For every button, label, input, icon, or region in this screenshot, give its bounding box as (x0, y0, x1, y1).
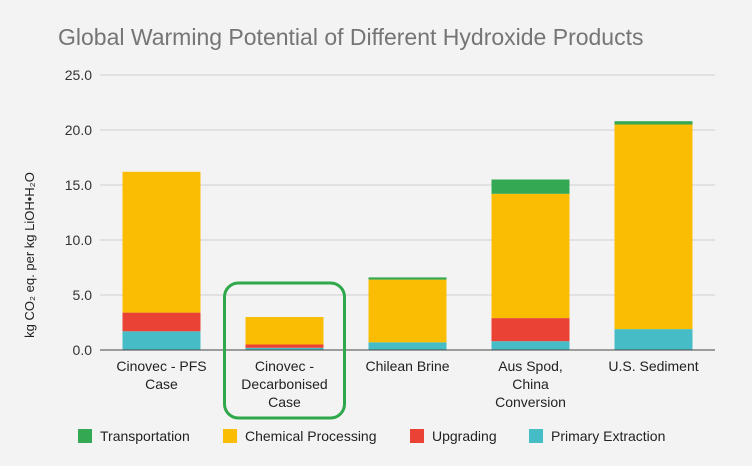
legend-swatch (223, 429, 237, 443)
bar-segment (368, 279, 447, 343)
chart-title: Global Warming Potential of Different Hy… (58, 24, 644, 50)
bar-segment (614, 124, 693, 330)
legend-label: Chemical Processing (245, 428, 377, 444)
x-axis-ticks: Cinovec - PFS Case Cinovec - Decarbonised Ca… (116, 358, 698, 410)
bar-segment (368, 342, 447, 350)
bar-segment (122, 331, 201, 350)
legend-label: Transportation (100, 428, 190, 444)
y-axis-label: kg CO₂ eq. per kg LiOH•H₂O (22, 172, 37, 338)
x-tick-label: Case (145, 376, 178, 392)
bar-segment (245, 344, 324, 348)
x-tick-label: U.S. Sediment (608, 358, 698, 374)
gridlines (100, 74, 715, 296)
legend: Transportation Chemical Processing Upgradi… (78, 428, 665, 444)
bar-segment (614, 329, 693, 350)
x-tick-label: Decarbonised (241, 376, 327, 392)
x-tick-label: China (512, 376, 549, 392)
bar-segment (614, 121, 693, 125)
legend-swatch (529, 429, 543, 443)
legend-swatch (410, 429, 424, 443)
y-tick-label: 0.0 (73, 342, 93, 358)
bars (122, 121, 693, 350)
x-tick-label: Chilean Brine (365, 358, 449, 374)
legend-swatch (78, 429, 92, 443)
bar-segment (245, 317, 324, 345)
bar-segment (122, 171, 201, 313)
y-tick-label: 15.0 (65, 177, 92, 193)
bar-segment (122, 312, 201, 332)
y-tick-label: 25.0 (65, 67, 92, 83)
bar-segment (245, 347, 324, 350)
y-axis-ticks: 0.0 5.0 10.0 15.0 20.0 25.0 (65, 67, 92, 358)
legend-label: Upgrading (432, 428, 497, 444)
bar-segment (491, 179, 570, 194)
y-tick-label: 10.0 (65, 232, 92, 248)
y-tick-label: 20.0 (65, 122, 92, 138)
x-tick-label: Aus Spod, (498, 358, 563, 374)
x-tick-label: Conversion (495, 394, 566, 410)
x-tick-label: Cinovec - (255, 358, 314, 374)
bar-segment (491, 341, 570, 350)
highlight-box (223, 281, 346, 420)
bar-segment (368, 277, 447, 280)
bar-segment (491, 318, 570, 342)
legend-label: Primary Extraction (551, 428, 665, 444)
y-tick-label: 5.0 (73, 287, 93, 303)
x-tick-label: Cinovec - PFS (116, 358, 206, 374)
x-tick-label: Case (268, 394, 301, 410)
bar-segment (491, 193, 570, 319)
